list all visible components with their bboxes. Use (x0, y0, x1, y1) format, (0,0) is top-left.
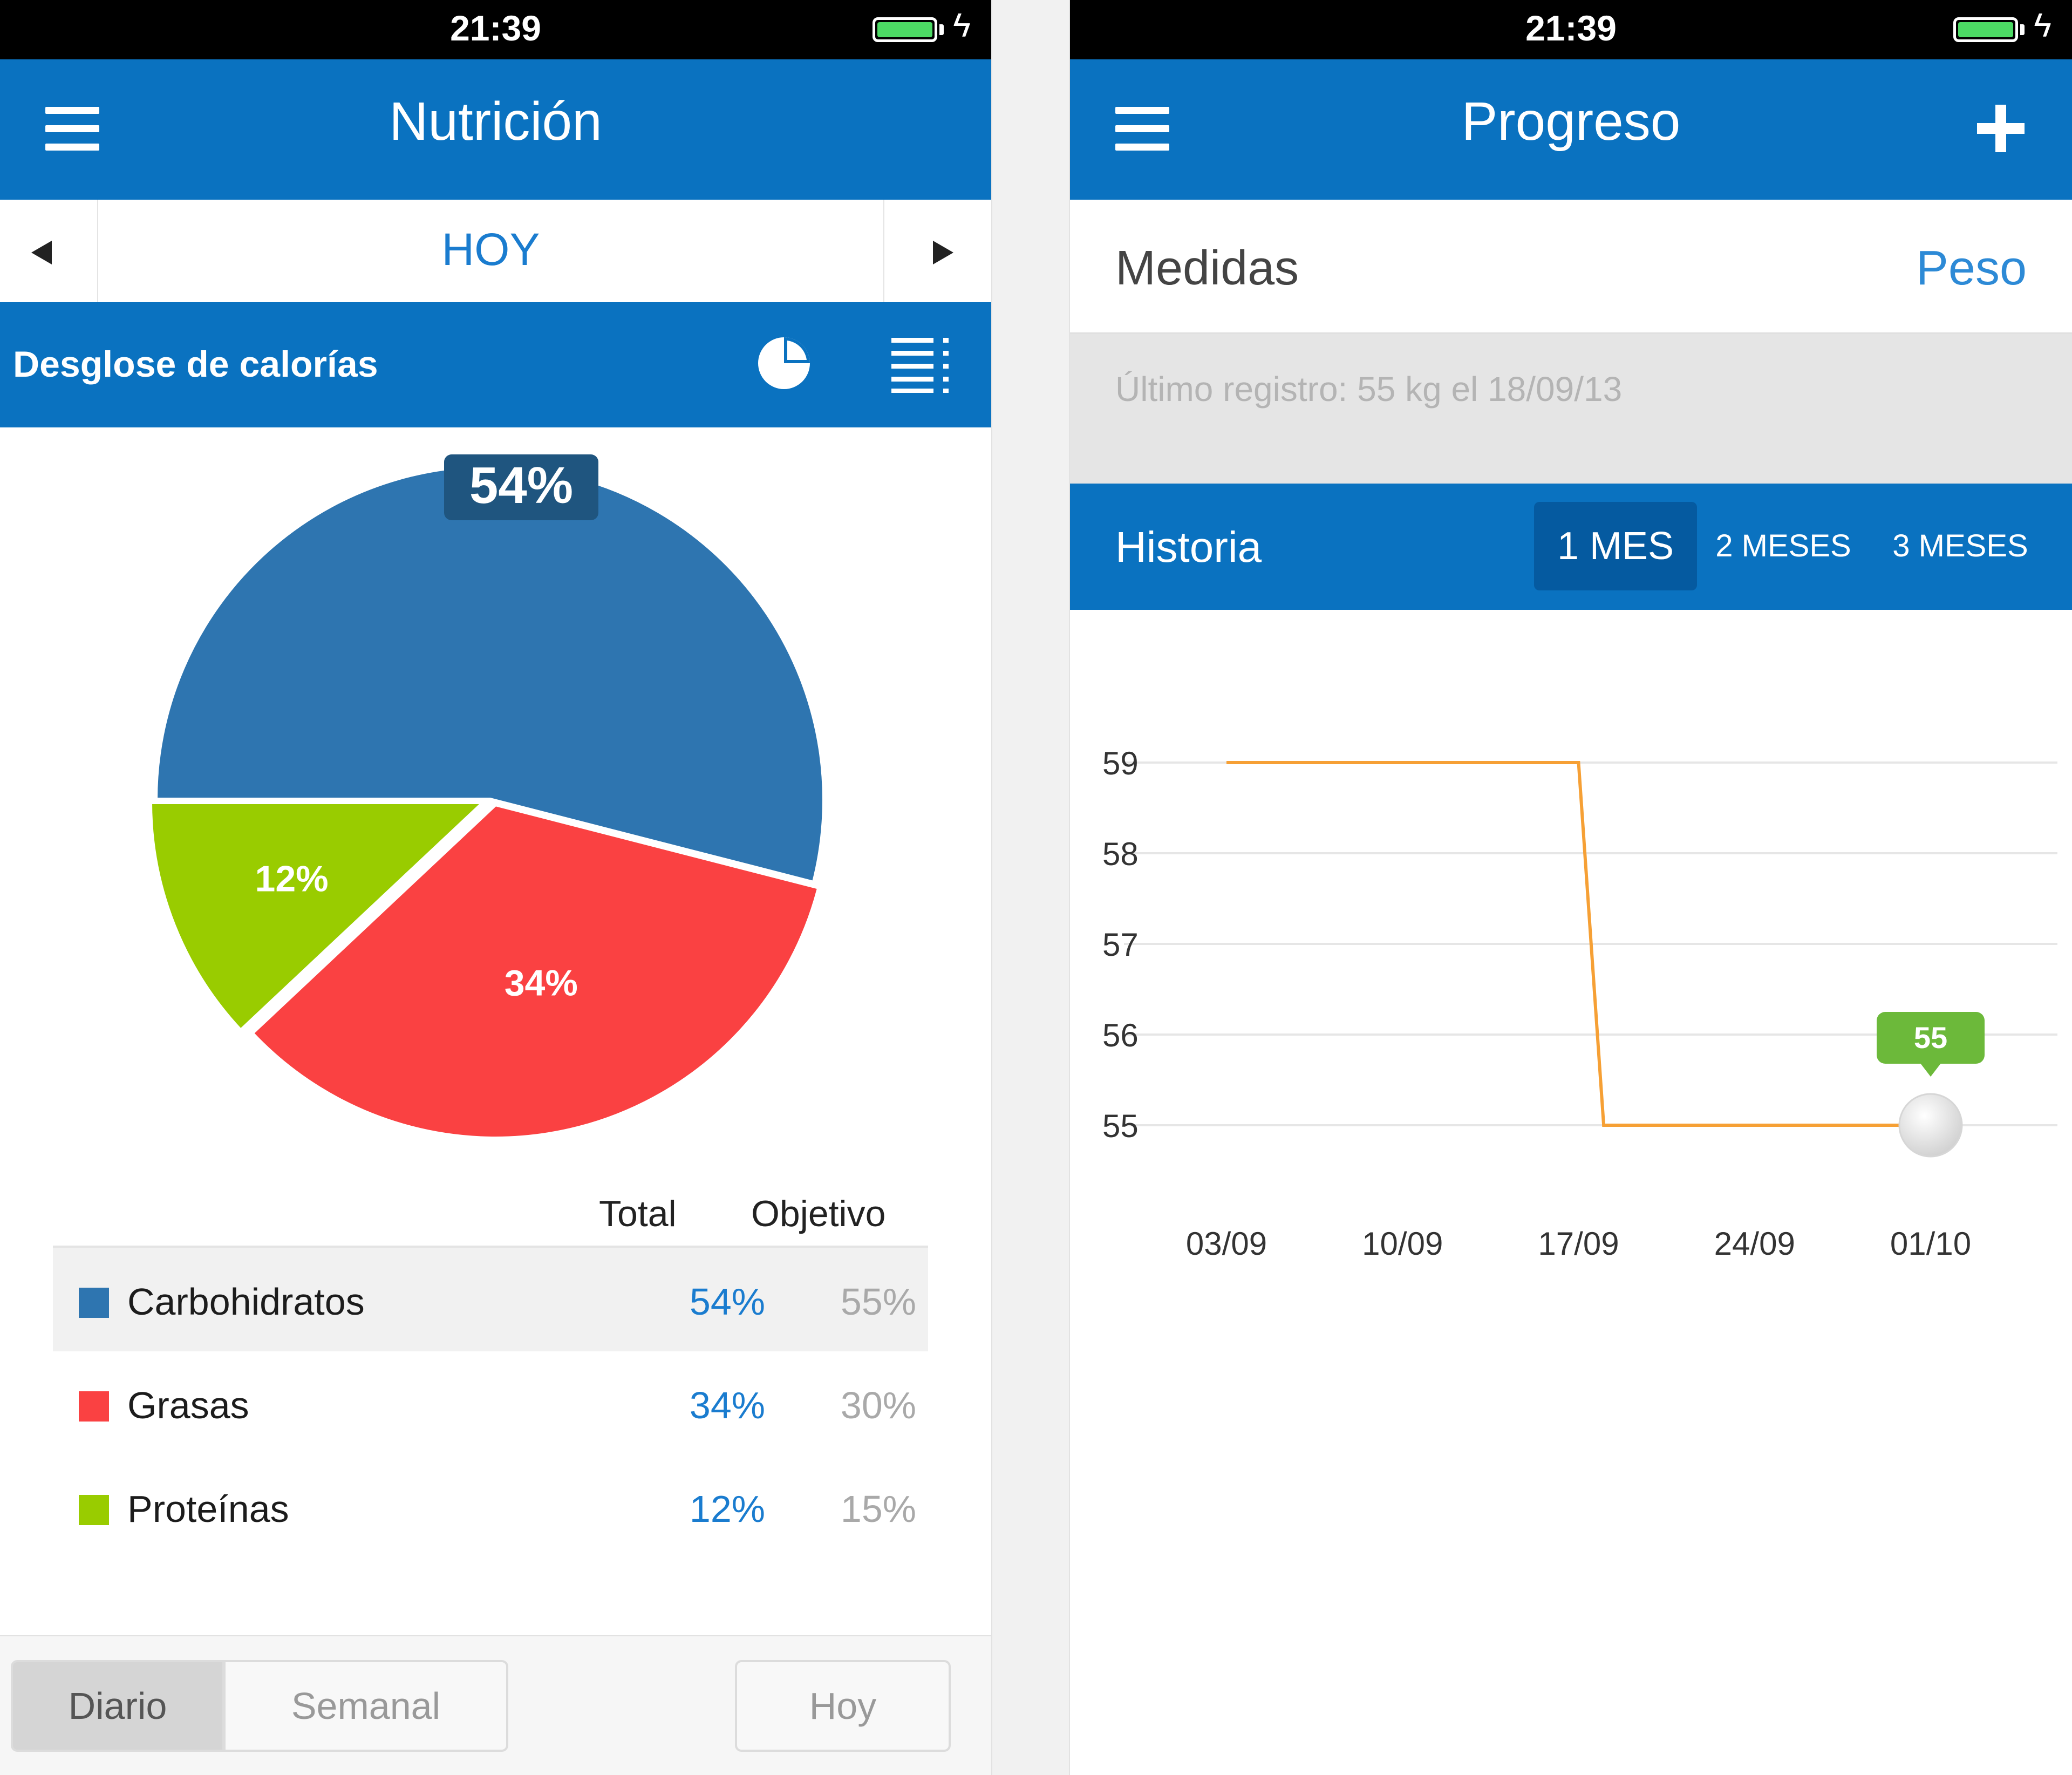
section-header: Desglose de calorías (0, 302, 991, 427)
callout-label: 55 (1914, 1021, 1947, 1055)
screen-divider (991, 0, 1070, 1775)
battery-icon (1953, 17, 2018, 42)
calorie-pie-chart: 54% 34% 12% (147, 454, 827, 1141)
legend-row[interactable]: Carbohidratos 54% 55% (53, 1248, 928, 1351)
last-point-marker[interactable] (1898, 1093, 1963, 1158)
measures-label: Medidas (1115, 241, 1299, 295)
legend-header-total: Total (599, 1193, 677, 1234)
metric-selector[interactable]: Peso (1916, 241, 2027, 295)
y-tick-label: 57 (1102, 927, 1139, 963)
pie-slice-proteínas[interactable] (147, 800, 490, 1035)
value-callout (1877, 1012, 1985, 1064)
range-3-months-button[interactable]: 3 MESES (1892, 528, 2028, 563)
last-record-text: Último registro: 55 kg el 18/09/13 (1115, 370, 1623, 409)
status-time: 21:39 (1525, 8, 1617, 48)
y-tick-label: 58 (1102, 836, 1139, 872)
nutrition-screen: 21:39 ϟ Nutrición HOY Desglose de calorí… (0, 0, 991, 1775)
color-swatch (79, 1288, 109, 1318)
page-title: Nutrición (389, 91, 602, 152)
previous-day-button[interactable] (0, 200, 98, 302)
arrow-right-icon (933, 241, 953, 264)
menu-icon[interactable] (1115, 107, 1169, 152)
charging-icon: ϟ (953, 7, 971, 44)
status-time: 21:39 (450, 8, 541, 48)
legend-goal: 15% (840, 1488, 916, 1530)
nav-bar: Nutrición (0, 59, 991, 200)
legend-label: Proteínas (127, 1488, 289, 1530)
legend-label: Grasas (127, 1384, 249, 1426)
menu-icon[interactable] (45, 107, 99, 152)
today-button[interactable]: Hoy (735, 1660, 951, 1752)
x-tick-label: 17/09 (1538, 1226, 1619, 1262)
y-tick-label: 56 (1102, 1017, 1139, 1053)
slice-label-badge (444, 454, 598, 520)
legend-row[interactable]: Grasas 34% 30% (53, 1351, 928, 1455)
legend-total: 54% (689, 1281, 765, 1323)
charging-icon: ϟ (2034, 7, 2051, 44)
legend-header-goal: Objetivo (751, 1193, 886, 1234)
pie-slice-grasas[interactable] (248, 801, 822, 1141)
weight-series-line (1226, 761, 1931, 1127)
progress-screen: 21:39 ϟ Progreso Medidas Peso Último reg… (1070, 0, 2072, 1775)
legend-row[interactable]: Proteínas 12% 15% (53, 1455, 928, 1559)
range-2-months-button[interactable]: 2 MESES (1715, 528, 1851, 563)
range-1-month-button[interactable]: 1 MES (1534, 502, 1697, 590)
list-view-icon[interactable] (891, 335, 952, 393)
bottom-toolbar: Diario Semanal Hoy (0, 1635, 991, 1775)
pie-chart-icon[interactable] (754, 334, 814, 393)
color-swatch (79, 1391, 109, 1422)
weekly-tab[interactable]: Semanal (223, 1660, 508, 1752)
color-swatch (79, 1495, 109, 1525)
history-header: Historia 1 MES 2 MESES 3 MESES (1070, 484, 2072, 610)
x-tick-label: 24/09 (1714, 1226, 1795, 1262)
page-title: Progreso (1461, 91, 1681, 152)
x-tick-label: 10/09 (1362, 1226, 1443, 1262)
status-bar: 21:39 ϟ (1070, 0, 2072, 59)
legend-goal: 30% (840, 1384, 916, 1426)
x-tick-label: 01/10 (1890, 1226, 1971, 1262)
y-tick-label: 59 (1102, 745, 1139, 781)
status-bar: 21:39 ϟ (0, 0, 991, 59)
legend-total: 12% (689, 1488, 765, 1530)
arrow-left-icon (31, 241, 52, 264)
add-icon[interactable] (1975, 103, 2027, 154)
pie-slice-label: 34% (505, 962, 578, 1003)
x-tick-label: 03/09 (1186, 1226, 1267, 1262)
pie-slice-label: 54% (469, 457, 573, 514)
daily-tab[interactable]: Diario (11, 1660, 224, 1752)
date-label[interactable]: HOY (441, 224, 540, 275)
legend-goal: 55% (840, 1281, 916, 1323)
y-tick-label: 55 (1102, 1108, 1139, 1144)
nav-bar: Progreso (1070, 59, 2072, 200)
legend-total: 34% (689, 1384, 765, 1426)
next-day-button[interactable] (883, 200, 991, 302)
legend-label: Carbohidratos (127, 1281, 365, 1323)
last-record-bar: Último registro: 55 kg el 18/09/13 (1070, 332, 2072, 485)
date-navigator: HOY (0, 200, 991, 302)
history-title: Historia (1115, 523, 1262, 571)
weight-line-chart: 55 56 57 58 59 03/09 10/09 17/09 24/09 01/10 55 (1102, 745, 2057, 1262)
section-title: Desglose de calorías (13, 344, 378, 385)
callout-pointer (1920, 1063, 1941, 1077)
battery-icon (873, 17, 937, 42)
pie-slice-label: 12% (255, 859, 329, 900)
measures-row: Medidas Peso (1070, 200, 2072, 332)
